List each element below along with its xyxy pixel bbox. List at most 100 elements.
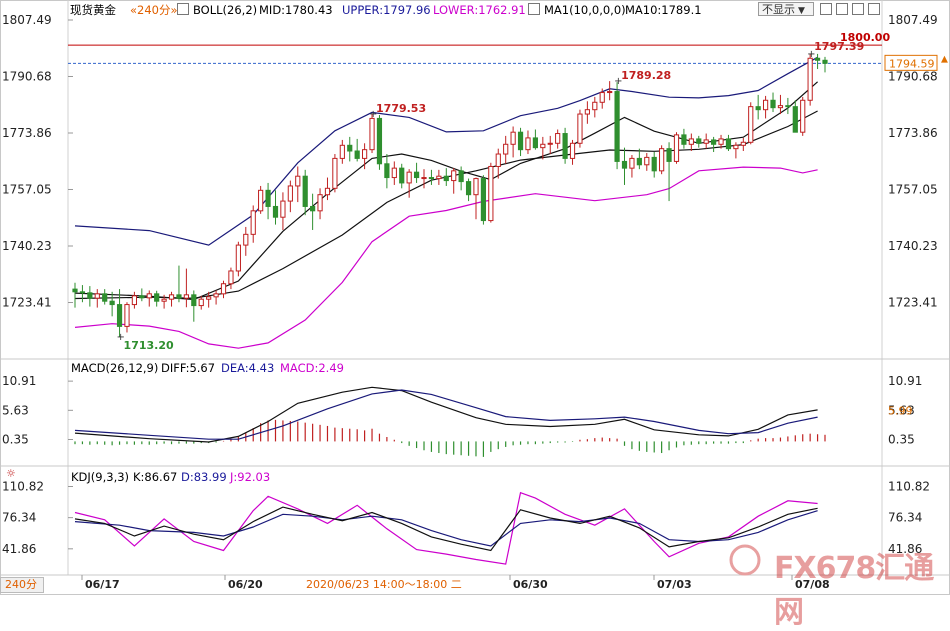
candle-body — [607, 91, 613, 94]
resistance-label: 1800.00 — [840, 31, 890, 44]
candle-body — [681, 134, 687, 145]
y-tick-label-left: 1790.68 — [2, 69, 52, 83]
hide-button-label: 不显示 — [762, 3, 795, 16]
candle-body — [770, 99, 776, 109]
candle-body — [703, 139, 709, 144]
candle-body — [814, 57, 821, 61]
candle-body — [473, 178, 479, 196]
candle-body — [621, 160, 628, 169]
close-icon[interactable] — [868, 3, 880, 15]
boll-toggle-icon[interactable] — [177, 3, 189, 15]
candle-body — [131, 295, 138, 306]
candle-body — [146, 293, 152, 299]
candle-body — [718, 138, 724, 145]
last-price-box — [884, 54, 938, 71]
candle-body — [198, 298, 204, 307]
candle-body — [332, 157, 338, 189]
candle-body — [592, 101, 598, 111]
ma-toggle-icon[interactable] — [528, 3, 540, 15]
boll-label[interactable]: BOLL(26,2) — [193, 3, 258, 17]
watermark-logo-icon — [729, 544, 761, 576]
macd-dea: DEA:4.43 — [221, 361, 275, 375]
candle-body — [451, 170, 457, 182]
candle-body — [510, 131, 516, 145]
y-tick-label-left: 1773.86 — [2, 126, 52, 140]
macd-value: MACD:2.49 — [280, 361, 344, 375]
candle-body — [302, 175, 308, 207]
x-tick-label: 06/20 — [228, 578, 263, 591]
macd-dea-line — [74, 389, 818, 440]
symbol-name: 现货黄金 — [70, 3, 116, 17]
maximize-icon[interactable] — [852, 3, 864, 15]
extreme-marker-icon: + — [369, 109, 377, 120]
last-price-label: 1794.59 — [889, 57, 935, 70]
candle-body — [636, 157, 642, 166]
candle-body — [733, 144, 739, 150]
candle-body — [250, 210, 256, 235]
candle-body — [347, 144, 353, 152]
timeframe-tag[interactable]: «240分» — [130, 3, 178, 17]
watermark: FX678汇通网 — [774, 551, 934, 630]
y-tick-label-left: 1807.49 — [2, 13, 52, 27]
candle-body — [800, 99, 806, 133]
hide-indicator-dropdown[interactable]: 不显示 ▼ — [758, 2, 814, 16]
candle-body — [614, 91, 620, 162]
candle-body — [532, 137, 538, 149]
candle-body — [822, 59, 828, 64]
candle-body — [777, 105, 784, 109]
ma-label[interactable]: MA1(10,0,0,0) — [544, 3, 626, 17]
crosshair-time-label: 2020/06/23 14:00～18:00 二 — [306, 578, 462, 591]
candle-body — [399, 167, 405, 184]
x-tick-label: 06/30 — [513, 578, 548, 591]
kdj-d: D:83.99 — [181, 470, 227, 484]
candle-body — [465, 181, 472, 196]
candle-body — [696, 138, 702, 144]
y-tick-label-left: 1740.23 — [2, 239, 52, 253]
candle-body — [540, 143, 546, 149]
candle-body — [287, 185, 293, 202]
kdj-label[interactable]: KDJ(9,3,3) — [71, 470, 130, 484]
y-tick-label-left: 10.91 — [2, 374, 36, 388]
candle-body — [384, 163, 390, 179]
candle-body — [102, 293, 108, 302]
candle-body — [421, 177, 427, 180]
kdj-j-line — [74, 491, 818, 565]
y-tick-label-right: 1740.23 — [888, 239, 938, 253]
ma-fast-line — [74, 81, 818, 301]
candle-body — [517, 131, 524, 151]
candle-body — [139, 295, 145, 299]
candle-body — [265, 189, 271, 207]
macd-last-label: 5.99 — [888, 404, 913, 417]
move-down-icon[interactable] — [836, 3, 848, 15]
timeframe-selector[interactable]: 240分 — [0, 577, 44, 593]
candle-body — [317, 194, 323, 212]
y-tick-label-left: 5.63 — [2, 403, 29, 417]
candle-body — [711, 139, 717, 145]
y-tick-label-left: 110.82 — [2, 479, 44, 493]
macd-label[interactable]: MACD(26,12,9) — [71, 361, 159, 375]
candle-body — [391, 167, 397, 179]
candle-body — [376, 117, 383, 165]
move-up-icon[interactable] — [820, 3, 832, 15]
y-tick-label-left: 1723.41 — [2, 296, 52, 310]
y-tick-label-right: 76.34 — [888, 511, 922, 525]
extreme-marker-icon: + — [807, 49, 815, 60]
candle-body — [584, 109, 590, 115]
ma10-value: MA10:1789.1 — [625, 3, 702, 17]
y-tick-label-right: 1723.41 — [888, 296, 938, 310]
candle-body — [651, 156, 657, 172]
kdj-k: K:86.67 — [133, 470, 178, 484]
chart-canvas[interactable]: 1807.49 1807.49 1790.68 1790.68 1773.86 1773.… — [0, 0, 950, 595]
candle-body — [213, 293, 219, 298]
gear-icon[interactable]: ☼ — [6, 467, 16, 480]
boll-upper: UPPER:1797.96 — [342, 3, 431, 17]
candle-body — [688, 138, 694, 145]
candle-body — [191, 294, 197, 307]
candle-body — [295, 175, 301, 187]
extreme-label: 1713.20 — [124, 339, 174, 352]
candle-body — [354, 150, 360, 159]
boll-lower-band — [74, 166, 818, 349]
y-tick-label-right: 41.86 — [888, 542, 922, 556]
candle-body — [785, 105, 791, 108]
candle-body — [116, 304, 123, 327]
